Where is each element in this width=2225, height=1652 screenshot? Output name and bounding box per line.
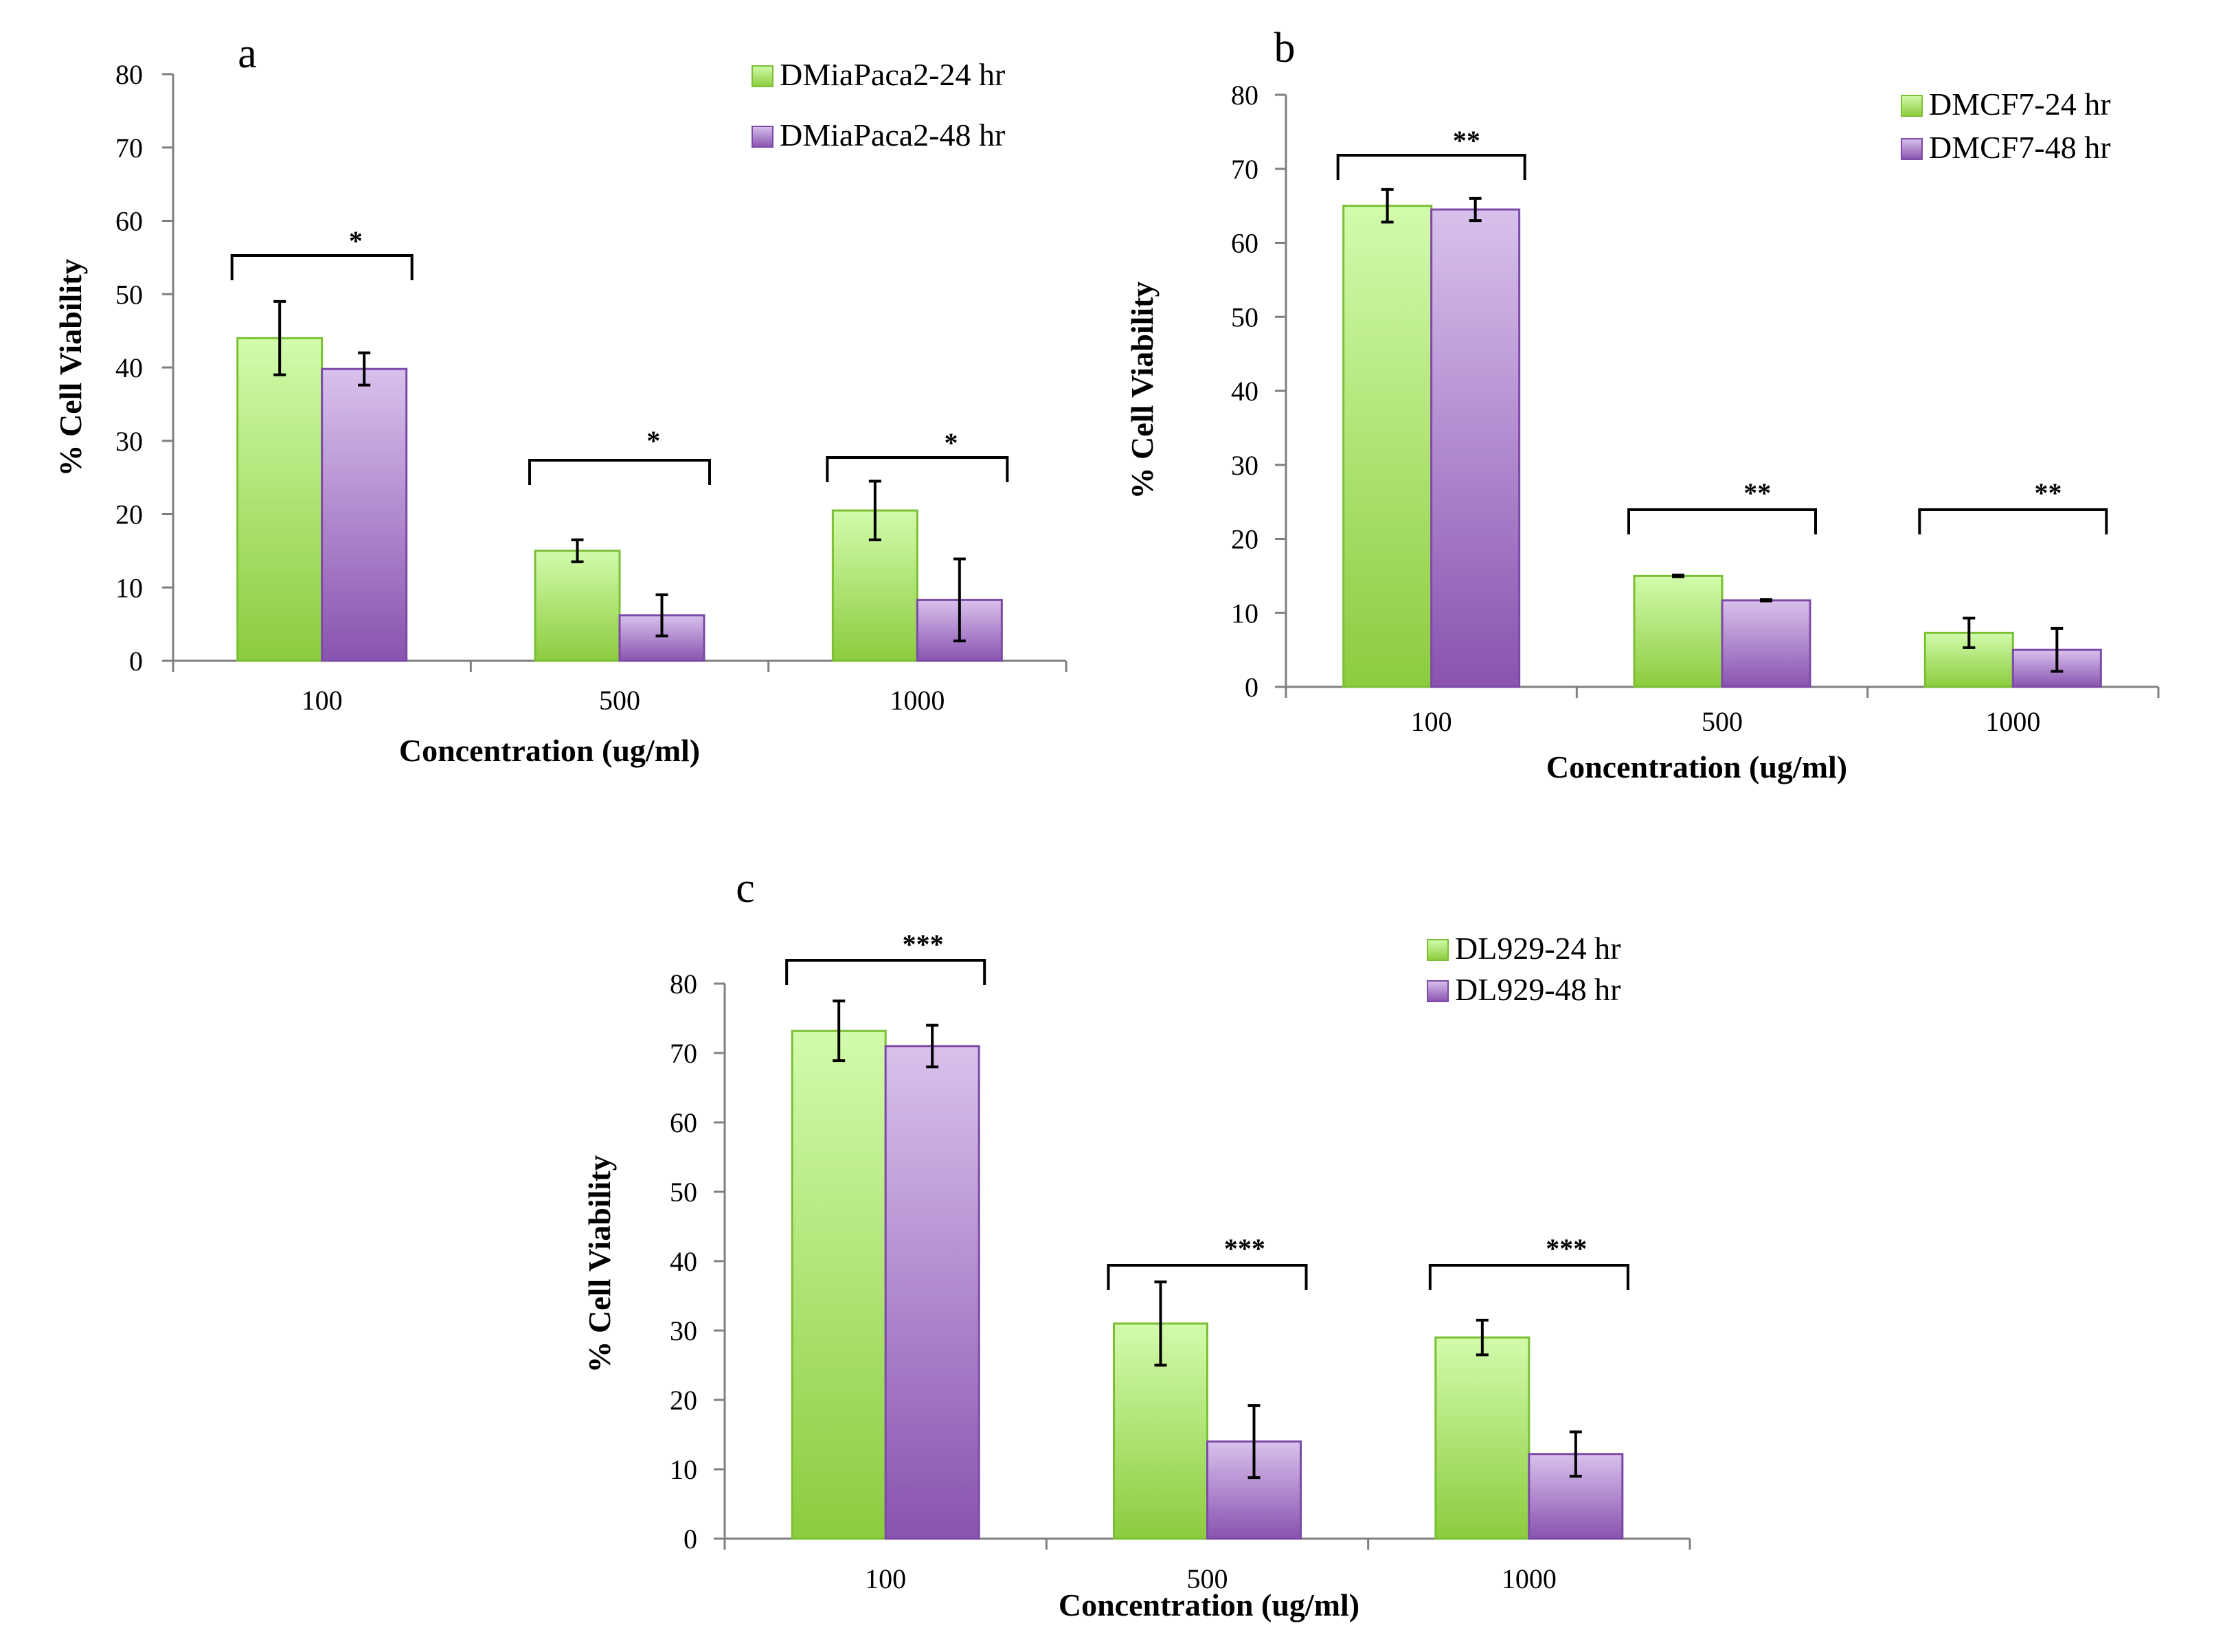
panel-c-bar-48hr-100 xyxy=(884,1045,980,1540)
panel-b-legend-swatch-24hr xyxy=(1901,95,1923,117)
panel-c-y-tick-label: 60 xyxy=(670,1107,697,1138)
panel-a-legend-swatch-48hr xyxy=(752,126,773,148)
panel-b-x-tick-label: 100 xyxy=(1411,706,1452,737)
panel-c-letter: c xyxy=(736,865,755,912)
panel-b-y-tick-label: 50 xyxy=(1231,302,1258,332)
panel-a-letter: a xyxy=(238,30,257,77)
panel-c-significance-bracket xyxy=(1107,1264,1308,1290)
panel-b-significance-bracket xyxy=(1336,154,1526,180)
panel-a-y-tick-label: 40 xyxy=(115,352,143,383)
panel-a-significance-label: * xyxy=(646,425,660,456)
panel-a-y-tick-label: 30 xyxy=(115,426,143,457)
panel-a-legend-label-24hr: DMiaPaca2-24 hr xyxy=(780,57,1005,92)
panel-a-significance-label: * xyxy=(349,225,363,256)
panel-a-y-axis-title: % Cell Viability xyxy=(53,259,88,477)
panel-c-y-tick-label: 10 xyxy=(670,1454,697,1485)
panel-b-bar-48hr-100 xyxy=(1430,208,1521,688)
panel-b-y-axis-title: % Cell Viability xyxy=(1125,282,1160,499)
panel-a-legend-label-48hr: DMiaPaca2-48 hr xyxy=(780,117,1005,152)
panel-a-x-tick-label: 1000 xyxy=(890,685,945,716)
panel-b-letter: b xyxy=(1274,25,1296,71)
panel-a-y-tick-label: 80 xyxy=(115,59,143,90)
panel-c-x-tick-label: 1000 xyxy=(1502,1563,1557,1594)
panel-a-x-tick-label: 100 xyxy=(302,685,343,716)
panel-c-y-tick-label: 40 xyxy=(670,1246,697,1277)
panel-b-significance-label: ** xyxy=(1453,125,1480,156)
panel-c-bar-24hr-1000 xyxy=(1434,1336,1531,1540)
panel-a-x-tick-label: 500 xyxy=(599,685,640,716)
panel-c-legend-swatch-24hr xyxy=(1427,939,1449,961)
panel-b-x-axis-title: Concentration (ug/ml) xyxy=(1546,749,1847,784)
chart-panel-b: b 0 10 20 30 40 50 60 70 80 Concentration (ug/ml)%… xyxy=(1125,25,2160,784)
panel-b-x-tick-label: 1000 xyxy=(1985,706,2040,737)
panel-a-significance-label: * xyxy=(945,427,958,458)
panel-c-significance-bracket xyxy=(1428,1264,1629,1290)
panel-c-legend-label-48hr: DL929-48 hr xyxy=(1455,972,1620,1007)
panel-b-legend-swatch-48hr xyxy=(1901,138,1923,160)
panel-a-significance-bracket xyxy=(826,456,1009,482)
panel-b-bar-24hr-500 xyxy=(1633,574,1724,688)
panel-a-y-tick-label: 10 xyxy=(115,572,143,603)
panel-b-bar-48hr-500 xyxy=(1721,599,1811,688)
panel-a-bar-24hr-100 xyxy=(236,337,324,662)
panel-a-y-tick-label: 60 xyxy=(115,206,143,237)
panel-b-y-tick-label: 40 xyxy=(1231,376,1258,407)
panel-a-x-axis-title: Concentration (ug/ml) xyxy=(399,733,700,768)
panel-b-legend-label-24hr: DMCF7-24 hr xyxy=(1929,87,2111,122)
panel-a-y-tick-label: 0 xyxy=(129,646,143,677)
panel-a-significance-bracket xyxy=(528,459,711,485)
panel-b-y-tick-label: 70 xyxy=(1231,154,1258,185)
panel-b-significance-label: ** xyxy=(2035,477,2062,508)
panel-b-y-tick-label: 0 xyxy=(1245,672,1258,703)
panel-b-legend-label-48hr: DMCF7-48 hr xyxy=(1929,130,2111,165)
panel-c-x-tick-label: 500 xyxy=(1187,1563,1228,1594)
panel-b-y-tick-label: 20 xyxy=(1231,524,1258,555)
panel-c-y-tick-label: 50 xyxy=(670,1177,697,1208)
panel-c-legend-swatch-48hr xyxy=(1427,980,1449,1002)
panel-c-y-tick-label: 20 xyxy=(670,1385,697,1416)
panel-b-significance-bracket xyxy=(1918,508,2108,534)
panel-a-significance-bracket xyxy=(230,254,414,280)
panel-c-y-tick-label: 0 xyxy=(684,1524,697,1554)
chart-panel-a: a 0 10 20 30 40 50 60 70 80 Concentration (ug/ml)%… xyxy=(53,30,1068,768)
panel-c-y-tick-label: 30 xyxy=(670,1315,697,1346)
panel-c-y-tick-label: 70 xyxy=(670,1038,697,1069)
panel-b-y-tick-label: 10 xyxy=(1231,598,1258,629)
panel-a-bar-48hr-100 xyxy=(321,367,408,662)
panel-b-significance-label: ** xyxy=(1743,477,1771,508)
panel-c-x-tick-label: 100 xyxy=(865,1563,906,1594)
panel-c-y-tick-label: 80 xyxy=(670,969,697,999)
panel-b-x-tick-label: 500 xyxy=(1702,706,1743,737)
panel-c-bar-24hr-100 xyxy=(791,1030,887,1540)
panel-b-significance-bracket xyxy=(1627,508,1817,534)
panel-c-legend-label-24hr: DL929-24 hr xyxy=(1455,931,1620,966)
panel-a-y-tick-label: 70 xyxy=(115,133,143,163)
panel-c-x-axis-title: Concentration (ug/ml) xyxy=(1059,1587,1359,1622)
panel-c-y-axis-title: % Cell Viability xyxy=(582,1155,617,1373)
chart-panel-c: c 0 10 20 30 40 50 60 70 80 Concentration (ug/ml)%… xyxy=(582,865,1691,1622)
panel-c-significance-bracket xyxy=(785,959,986,985)
panel-c-significance-label: *** xyxy=(1546,1233,1587,1264)
panel-c-significance-label: *** xyxy=(1224,1233,1265,1264)
panel-b-y-tick-label: 30 xyxy=(1231,450,1258,481)
panel-b-y-tick-label: 80 xyxy=(1231,80,1258,111)
panel-b-bar-24hr-100 xyxy=(1342,205,1433,688)
panel-c-significance-label: *** xyxy=(903,929,944,960)
panel-a-y-tick-label: 50 xyxy=(115,279,143,310)
panel-a-legend-swatch-24hr xyxy=(752,65,773,87)
panel-a-y-tick-label: 20 xyxy=(115,499,143,530)
panel-a-bar-24hr-500 xyxy=(534,550,621,662)
panel-b-y-tick-label: 60 xyxy=(1231,228,1258,259)
